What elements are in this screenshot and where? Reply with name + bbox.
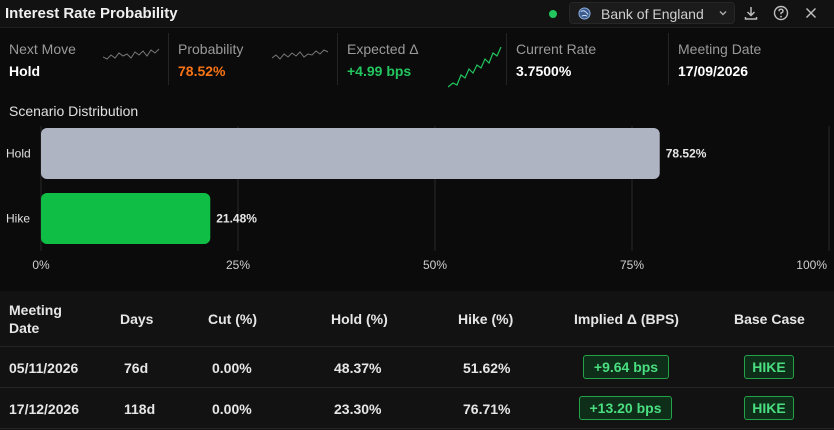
stat-current-rate: Current Rate 3.7500%: [507, 33, 669, 85]
sparkline-icon: [103, 48, 160, 60]
column-header-days: Days: [120, 311, 154, 327]
category-label: Hike: [6, 212, 30, 226]
x-tick-label: 75%: [620, 258, 644, 272]
scenario-distribution-chart: Scenario Distribution 0% 25% 50% 75% 100% Hol…: [0, 96, 834, 284]
bar-hold: [41, 128, 660, 179]
cell-days: 118d: [124, 401, 156, 417]
cell-cut: 0.00%: [212, 401, 252, 417]
column-header-hold: Hold (%): [331, 311, 388, 327]
stat-meeting-date: Meeting Date 17/09/2026: [669, 33, 834, 85]
table-row[interactable]: 05/11/2026 76d 0.00% 48.37% 51.62% +9.64…: [0, 347, 834, 388]
category-label: Hold: [6, 147, 31, 161]
stat-value: +4.99 bps: [347, 63, 412, 79]
stat-probability: Probability 78.52%: [169, 33, 338, 85]
chart-canvas: 0% 25% 50% 75% 100% Hold 78.52% Hike 21.48%: [6, 126, 830, 272]
help-icon[interactable]: [772, 4, 790, 22]
stat-label: Next Move: [9, 41, 76, 57]
base-case-badge: HIKE: [744, 396, 794, 420]
chart-title: Scenario Distribution: [9, 103, 139, 119]
x-tick-label: 0%: [32, 258, 50, 272]
x-tick-label: 50%: [423, 258, 447, 272]
column-header-base-case: Base Case: [734, 311, 805, 327]
implied-delta-badge: +13.20 bps: [579, 396, 672, 420]
column-header-meeting-date: Meeting Date: [9, 302, 62, 336]
chevron-down-icon: [719, 11, 727, 16]
bar-hike: [41, 193, 211, 244]
close-icon[interactable]: [802, 4, 820, 22]
stat-value: 17/09/2026: [678, 63, 749, 79]
stat-next-move: Next Move Hold: [0, 33, 169, 85]
sparkline-icon: [448, 46, 502, 88]
globe-icon: [578, 7, 591, 20]
x-tick-label: 25%: [226, 258, 250, 272]
stat-label: Current Rate: [516, 41, 597, 57]
column-header-cut: Cut (%): [208, 311, 257, 327]
stat-label: Expected Δ: [347, 41, 419, 57]
column-header-hike: Hike (%): [458, 311, 514, 327]
table-row[interactable]: 17/12/2026 118d 0.00% 23.30% 76.71% +13.…: [0, 388, 834, 429]
stat-label: Probability: [178, 41, 244, 57]
cell-date: 05/11/2026: [9, 360, 79, 376]
cell-date: 17/12/2026: [9, 401, 80, 417]
source-select[interactable]: Bank of England: [569, 2, 735, 24]
cell-hold: 48.37%: [334, 360, 382, 376]
source-select-label: Bank of England: [601, 6, 704, 22]
x-tick-label: 100%: [796, 258, 827, 272]
widget-title: Interest Rate Probability: [5, 5, 178, 22]
bar-value-label: 21.48%: [216, 212, 257, 226]
stat-value: Hold: [9, 63, 41, 79]
cell-hold: 23.30%: [334, 401, 382, 417]
stats-bar: Next Move Hold Probability 78.52% Expect…: [0, 29, 834, 88]
download-icon[interactable]: [742, 4, 760, 22]
cell-hike: 76.71%: [463, 401, 511, 417]
implied-delta-badge: +9.64 bps: [583, 355, 669, 379]
base-case-badge: HIKE: [744, 355, 794, 379]
stat-value: 78.52%: [178, 63, 226, 79]
cell-hike: 51.62%: [463, 360, 511, 376]
live-status-dot: [549, 10, 557, 18]
stat-expected-delta: Expected Δ +4.99 bps: [338, 33, 507, 88]
meetings-table: Meeting Date Days Cut (%) Hold (%) Hike …: [0, 291, 834, 430]
column-header-implied-delta: Implied Δ (BPS): [574, 311, 679, 327]
bar-value-label: 78.52%: [666, 147, 707, 161]
table-header: Meeting Date Days Cut (%) Hold (%) Hike …: [0, 291, 834, 347]
stat-label: Meeting Date: [678, 41, 762, 57]
cell-days: 76d: [124, 360, 149, 376]
cell-cut: 0.00%: [212, 360, 252, 376]
sparkline-icon: [272, 49, 329, 60]
widget-header: Interest Rate Probability Bank of Englan…: [0, 0, 834, 28]
stat-value: 3.7500%: [516, 63, 572, 79]
